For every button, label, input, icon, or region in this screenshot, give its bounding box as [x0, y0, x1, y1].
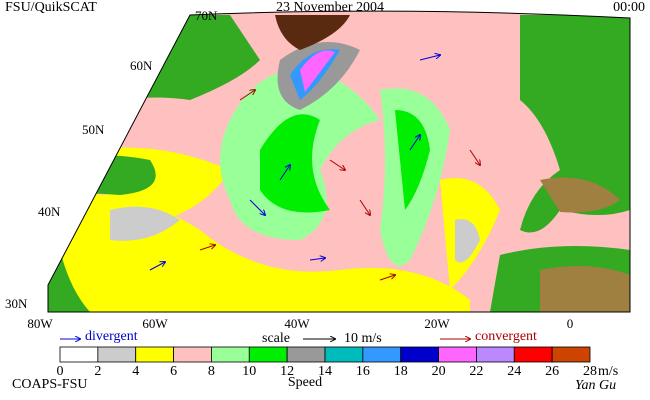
colorbar-tick-label: 10 — [242, 364, 256, 379]
colorbar-swatch — [400, 346, 439, 363]
colorbar-tick-label: 2 — [94, 364, 101, 379]
colorbar-swatch — [362, 346, 402, 363]
colorbar-swatch — [135, 346, 174, 363]
product-title: FSU/QuikSCAT — [5, 0, 97, 15]
colorbar-swatch — [97, 346, 137, 363]
scale-value: 10 m/s — [344, 331, 382, 346]
lat-label: 60N — [130, 58, 153, 73]
colorbar-tick-label: 8 — [208, 364, 215, 379]
lon-label: 40W — [284, 316, 310, 331]
colorbar-swatch — [513, 346, 553, 363]
lat-label: 50N — [82, 122, 105, 137]
colorbar-tick-label: 16 — [356, 364, 370, 379]
colorbar-label: Speed — [288, 375, 322, 390]
colorbar-swatch — [476, 346, 515, 363]
scale-label: scale — [262, 331, 290, 346]
map-border — [47, 10, 631, 313]
map-field — [48, 11, 630, 313]
colorbar-tick-label: 20 — [432, 364, 446, 379]
colorbar-tick-label: 14 — [318, 364, 332, 379]
colorbar-tick-label: 28 — [583, 364, 597, 379]
lon-label: 80W — [27, 316, 53, 331]
colorbar-tick-label: 6 — [170, 364, 177, 379]
signature: Yan Gu — [575, 378, 616, 393]
time-title: 00:00 — [613, 0, 645, 15]
colorbar-tick-label: 0 — [57, 364, 64, 379]
lon-label: 60W — [142, 316, 168, 331]
institution: COAPS-FSU — [12, 377, 87, 392]
colorbar-unit: m/s — [598, 364, 618, 379]
colorbar-tick-label: 4 — [132, 364, 139, 379]
lon-label: 20W — [424, 316, 450, 331]
colorbar: 0 2 4 6 8 10 12 14 16 18 20 22 24 26 28 — [57, 346, 597, 379]
colorbar-swatch — [211, 346, 250, 363]
lon-label: 0 — [567, 316, 574, 331]
colorbar-tick-label: 24 — [507, 364, 521, 379]
colorbar-swatch — [551, 346, 591, 363]
colorbar-swatch — [438, 346, 477, 363]
colorbar-tick-label: 26 — [545, 364, 559, 379]
convergent-label: convergent — [475, 329, 537, 344]
colorbar-swatch — [59, 346, 99, 363]
colorbar-swatch — [286, 346, 326, 363]
colorbar-tick-label: 12 — [280, 364, 294, 379]
lat-label: 40N — [38, 204, 61, 219]
colorbar-swatch — [248, 346, 288, 363]
lat-label: 30N — [5, 296, 28, 311]
colorbar-swatch — [324, 346, 364, 363]
lat-label: 70N — [195, 8, 218, 23]
colorbar-swatch — [173, 346, 212, 363]
divergent-label: divergent — [85, 329, 138, 344]
colorbar-tick-label: 22 — [469, 364, 483, 379]
colorbar-tick-label: 18 — [394, 364, 408, 379]
